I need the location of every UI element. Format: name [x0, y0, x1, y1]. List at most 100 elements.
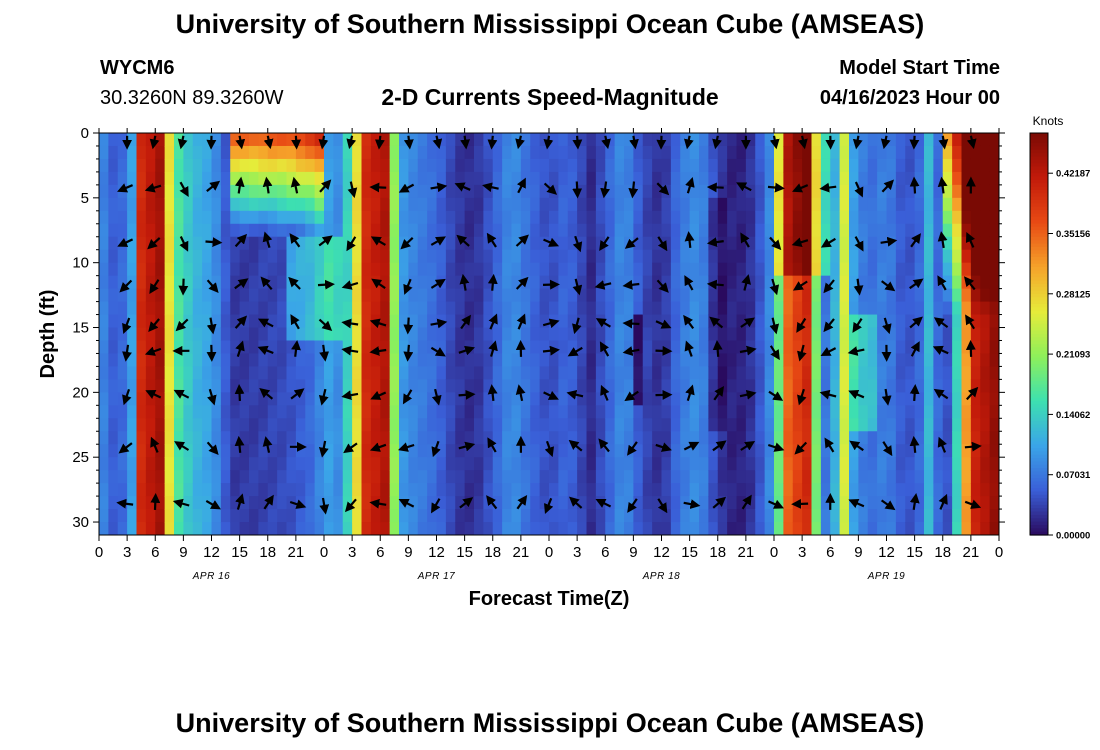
heatmap-cell — [192, 327, 203, 342]
heatmap-cell — [980, 184, 991, 199]
heatmap-cell — [783, 353, 794, 368]
current-arrow — [937, 275, 947, 291]
heatmap-cell — [267, 522, 278, 535]
heatmap-cell — [736, 405, 747, 419]
heatmap-cell — [914, 223, 925, 238]
heatmap-cell — [445, 262, 456, 277]
heatmap-cell — [745, 470, 756, 484]
heatmap-cell — [567, 522, 578, 535]
heatmap-cell — [614, 236, 625, 251]
heatmap-cell — [286, 470, 297, 484]
heatmap-cell — [905, 509, 916, 523]
heatmap-cell — [445, 197, 456, 212]
heatmap-cell — [230, 327, 241, 342]
heatmap-cell — [258, 197, 269, 212]
heatmap-cell — [736, 509, 747, 523]
heatmap-cell — [970, 379, 981, 393]
footer-title: University of Southern Mississippi Ocean… — [175, 708, 925, 738]
heatmap-cell — [820, 327, 831, 342]
heatmap-cell — [783, 483, 794, 497]
heatmap-cell — [699, 496, 709, 510]
heatmap-cell — [436, 405, 447, 419]
heatmap-cell — [886, 236, 897, 251]
heatmap-cell — [267, 483, 278, 497]
heatmap-cell — [642, 249, 653, 264]
heatmap-cell — [605, 405, 616, 419]
heatmap-cell — [305, 444, 316, 458]
heatmap-cell — [980, 522, 991, 535]
heatmap-cell — [333, 431, 344, 445]
heatmap-cell — [183, 431, 194, 445]
heatmap-cell — [305, 236, 316, 251]
x-tick-label: 9 — [629, 544, 637, 561]
heatmap-cell — [436, 418, 447, 432]
heatmap-cell — [961, 353, 972, 368]
current-arrow — [683, 314, 695, 330]
heatmap-cell — [99, 314, 109, 329]
heatmap-cell — [877, 314, 888, 329]
heatmap-cell — [867, 158, 878, 173]
current-arrow — [909, 176, 920, 194]
heatmap-cell — [520, 418, 531, 432]
heatmap-cell — [230, 275, 241, 290]
heatmap-cell — [605, 301, 616, 316]
heatmap-cell — [670, 470, 681, 484]
heatmap-cell — [661, 353, 672, 368]
heatmap-cell — [595, 405, 606, 419]
heatmap-cell — [905, 366, 916, 380]
heatmap-cell — [483, 301, 494, 316]
heatmap-cell — [755, 366, 766, 380]
heatmap-cell — [258, 509, 269, 523]
heatmap-cell — [342, 223, 353, 238]
heatmap-cell — [774, 327, 784, 342]
heatmap-cell — [849, 444, 859, 458]
heatmap-cell — [811, 197, 822, 212]
heatmap-cell — [689, 496, 700, 510]
heatmap-cell — [295, 496, 306, 510]
heatmap-cell — [520, 405, 531, 419]
heatmap-cell — [736, 496, 747, 510]
heatmap-cell — [474, 379, 484, 393]
heatmap-cell — [764, 392, 775, 406]
heatmap-cell — [811, 158, 822, 173]
heatmap-cell — [483, 405, 494, 419]
heatmap-cell — [333, 353, 344, 368]
heatmap-cell — [652, 145, 663, 160]
heatmap-cell — [727, 405, 738, 419]
heatmap-cell — [745, 522, 756, 535]
colorbar-segment — [1030, 287, 1048, 292]
current-arrow — [852, 318, 863, 333]
heatmap-cell — [117, 457, 128, 471]
heatmap-cell — [155, 457, 166, 471]
heatmap-cell — [736, 249, 747, 264]
heatmap-cell — [211, 379, 222, 393]
colorbar-segment — [1030, 347, 1048, 352]
heatmap-cell — [155, 470, 166, 484]
heatmap-cell — [895, 288, 906, 303]
heatmap-cell — [877, 470, 888, 484]
current-arrow — [346, 135, 357, 150]
heatmap-cell — [492, 184, 503, 199]
heatmap-cell — [445, 457, 456, 471]
heatmap-cell — [783, 379, 794, 393]
heatmap-cell — [914, 249, 925, 264]
heatmap-cell — [520, 249, 531, 264]
colorbar-segment — [1030, 434, 1048, 439]
current-arrow — [965, 386, 979, 401]
heatmap-cell — [117, 327, 128, 342]
heatmap-cell — [136, 509, 147, 523]
current-arrow — [175, 318, 189, 332]
colorbar-segment — [1030, 236, 1048, 241]
heatmap-cell — [624, 301, 634, 316]
heatmap-cell — [314, 158, 325, 173]
heatmap-cell — [642, 262, 653, 277]
heatmap-cell — [661, 522, 672, 535]
heatmap-cell — [352, 223, 363, 238]
heatmap-cell — [680, 457, 691, 471]
heatmap-cell — [839, 223, 850, 238]
heatmap-cell — [558, 275, 569, 290]
heatmap-cell — [380, 288, 391, 303]
current-arrow — [116, 498, 134, 509]
current-arrow — [741, 274, 751, 291]
heatmap-cell — [727, 496, 738, 510]
